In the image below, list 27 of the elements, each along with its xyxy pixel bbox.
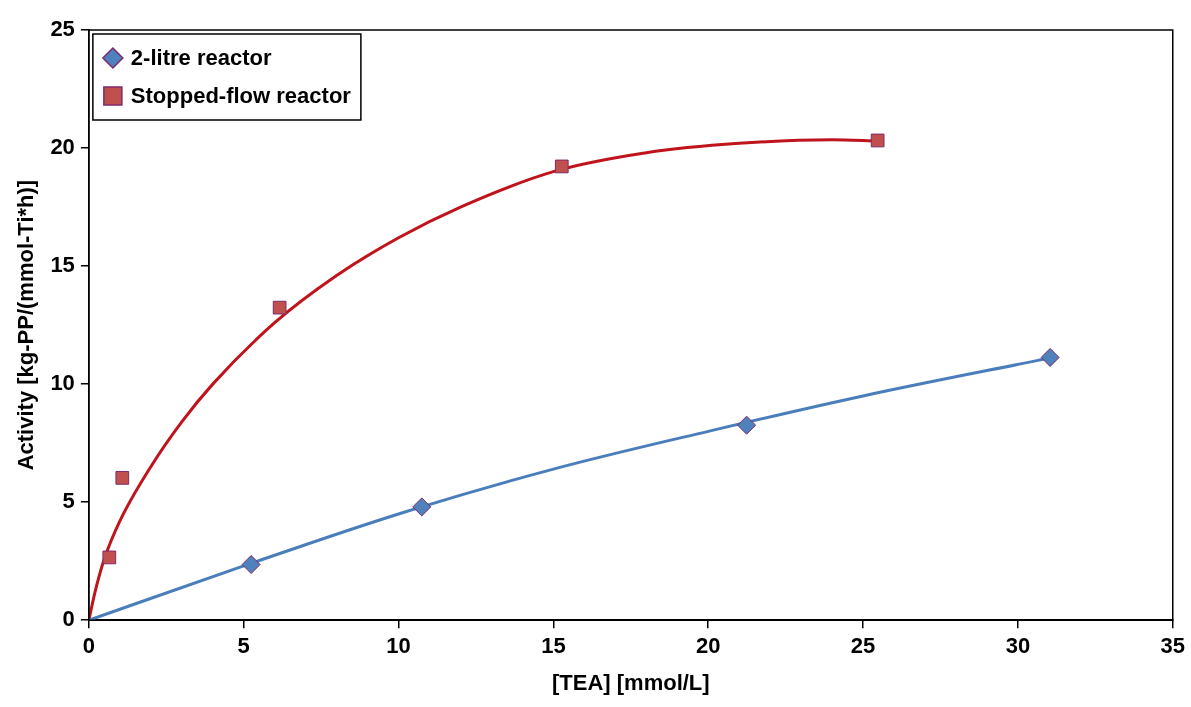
x-tick-label: 10 <box>386 633 411 659</box>
x-tick-label: 30 <box>1005 633 1031 659</box>
point <box>870 133 885 148</box>
x-tick-label: 35 <box>1160 633 1186 659</box>
x-tick-label: 20 <box>696 633 721 659</box>
x-tick-label: 25 <box>850 633 876 659</box>
point <box>241 554 261 574</box>
legend-label: 2-litre reactor <box>130 45 272 71</box>
y-tick-label: 5 <box>62 488 75 514</box>
y-tick-label: 15 <box>50 252 75 278</box>
y-tick-label: 20 <box>50 134 75 160</box>
point <box>1040 347 1060 367</box>
y-tick-label: 25 <box>50 16 75 42</box>
y-axis-title: Activity [kg-PP/(mmol-Ti*h)] <box>13 179 39 471</box>
point <box>115 470 130 485</box>
point <box>412 497 432 517</box>
x-axis-title: [TEA] [mmol/L] <box>551 669 710 695</box>
point <box>102 550 117 565</box>
point <box>272 300 287 315</box>
y-tick-label: 0 <box>62 606 75 632</box>
x-tick-label: 15 <box>541 633 566 659</box>
x-tick-label: 0 <box>82 633 95 659</box>
x-tick-label: 5 <box>237 633 250 659</box>
legend-label: Stopped-flow reactor <box>130 83 352 109</box>
point <box>554 159 569 174</box>
y-tick-label: 10 <box>50 370 75 396</box>
point <box>737 415 757 435</box>
